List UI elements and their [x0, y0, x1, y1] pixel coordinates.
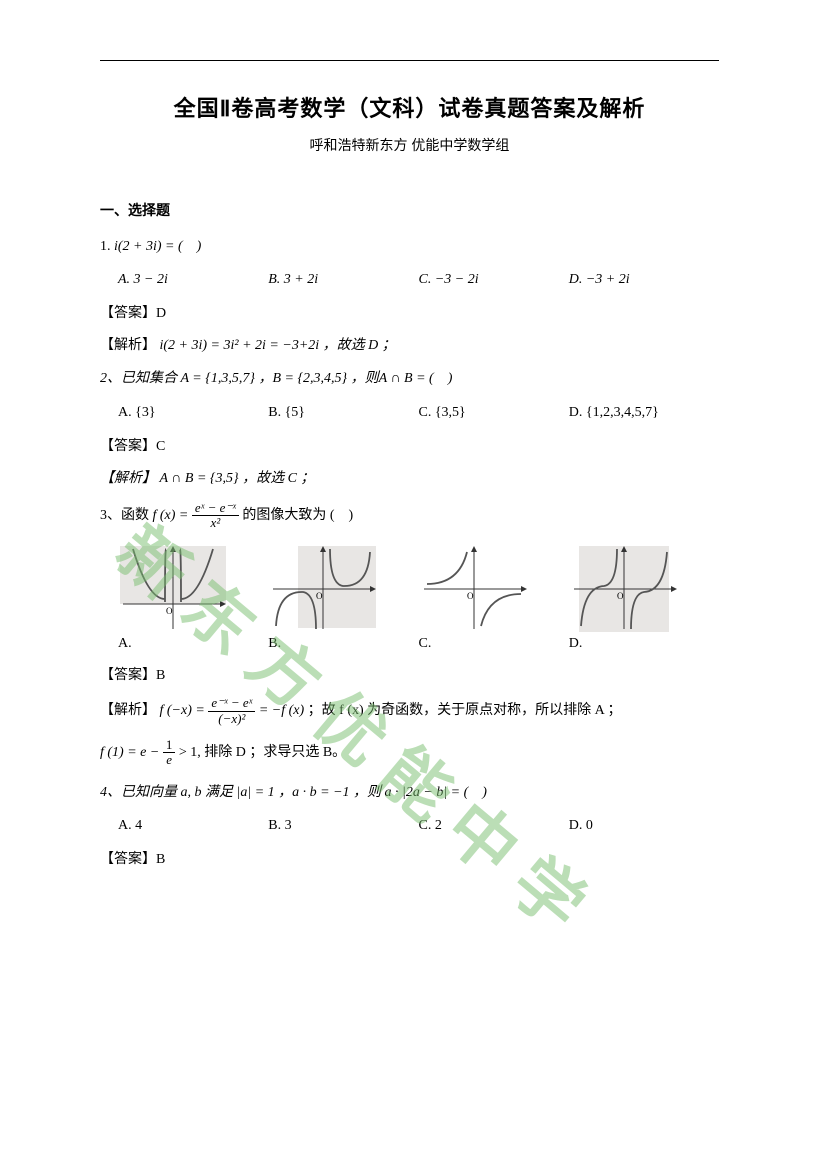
q1-opt-a: A. 3 − 2i	[118, 272, 268, 288]
svg-text:O: O	[316, 591, 323, 601]
page-subtitle: 呼和浩特新东方 优能中学数学组	[100, 135, 719, 155]
q3-prefix: 3、函数	[100, 508, 153, 523]
q3-ana-label: 【解析】	[100, 703, 156, 718]
q3-analysis-2: f (1) = e − 1 e > 1, 排除 D ；求导只选 B。	[100, 738, 719, 768]
q2-analysis: 【解析】 A ∩ B = {3,5} ，故选 C ；	[100, 467, 719, 487]
q3-label-b: B.	[268, 636, 418, 652]
q3-mid: 的图像大致为 ( )	[242, 508, 353, 523]
q4-options: A. 4 B. 3 C. 2 D. 0	[118, 818, 719, 834]
q3-fx: f (x) =	[153, 508, 192, 523]
q3-graph-a: O A.	[118, 544, 268, 652]
q1-opt-d: D. −3 + 2i	[569, 272, 719, 288]
q2-opt-a: A. {3}	[118, 405, 268, 421]
q3-fraction: eˣ − e⁻ˣ x²	[192, 501, 239, 531]
q1-answer: 【答案】D	[100, 302, 719, 322]
q3-label-d: D.	[569, 636, 719, 652]
q2-options: A. {3} B. {5} C. {3,5} D. {1,2,3,4,5,7}	[118, 405, 719, 421]
q1-analysis: 【解析】 i(2 + 3i) = 3i² + 2i = −3+2i ，故选 D …	[100, 334, 719, 354]
q3-ana2-pre: f (1) = e −	[100, 745, 163, 760]
q3-ana2-suf: > 1, 排除 D ；求导只选 B。	[179, 745, 346, 760]
top-rule	[100, 60, 719, 61]
q1-math: i(2 + 3i) = ( )	[114, 239, 201, 254]
q1-num: 1.	[100, 239, 114, 254]
svg-text:O: O	[166, 606, 173, 616]
q4-opt-b: B. 3	[268, 818, 418, 834]
q2-stem: 2、已知集合 A = {1,3,5,7} ，B = {2,3,4,5} ，则A …	[100, 368, 719, 390]
q3-graph-d: O D.	[569, 544, 719, 652]
q4-answer: 【答案】B	[100, 848, 719, 868]
q2-opt-d: D. {1,2,3,4,5,7}	[569, 405, 719, 421]
q4-opt-d: D. 0	[569, 818, 719, 834]
q3-label-c: C.	[419, 636, 569, 652]
svg-text:O: O	[617, 591, 624, 601]
q4-stem: 4、已知向量 a, b 满足 |a| = 1 ，a · b = −1 ，则 a …	[100, 782, 719, 804]
q1-stem: 1. i(2 + 3i) = ( )	[100, 236, 719, 258]
q1-ana-body: i(2 + 3i) = 3i² + 2i = −3+2i ，故选 D ；	[160, 338, 396, 353]
q1-ana-label: 【解析】	[100, 338, 156, 353]
q3-fmx: f (−x) =	[160, 703, 209, 718]
q1-options: A. 3 − 2i B. 3 + 2i C. −3 − 2i D. −3 + 2…	[118, 272, 719, 288]
q3-eqneg: = −f (x)	[259, 703, 304, 718]
section-header: 一、选择题	[100, 200, 719, 220]
q4-opt-a: A. 4	[118, 818, 268, 834]
q3-analysis-1: 【解析】 f (−x) = e⁻ˣ − eˣ (−x)² = −f (x) ；故…	[100, 696, 719, 726]
q3-ana-mid1: ；故 f (x) 为奇函数，关于原点对称，所以排除 A ；	[308, 703, 622, 718]
q1-opt-b: B. 3 + 2i	[268, 272, 418, 288]
q2-opt-c: C. {3,5}	[419, 405, 569, 421]
q2-answer: 【答案】C	[100, 435, 719, 455]
q1-opt-c: C. −3 − 2i	[419, 272, 569, 288]
q3-frac2: e⁻ˣ − eˣ (−x)²	[208, 696, 255, 726]
graph-d-svg: O	[569, 544, 679, 634]
q3-answer: 【答案】B	[100, 664, 719, 684]
q2-opt-b: B. {5}	[268, 405, 418, 421]
q3-frac-1e: 1 e	[163, 738, 176, 768]
graph-c-svg: O	[419, 544, 529, 634]
page: 新东方优能中学 全国Ⅱ卷高考数学（文科）试卷真题答案及解析 呼和浩特新东方 优能…	[0, 0, 819, 1158]
q3-graphs: O A. O B.	[118, 544, 719, 652]
q4-opt-c: C. 2	[419, 818, 569, 834]
q3-label-a: A.	[118, 636, 268, 652]
svg-text:O: O	[467, 591, 474, 601]
graph-a-svg: O	[118, 544, 228, 634]
q3-graph-b: O B.	[268, 544, 418, 652]
page-title: 全国Ⅱ卷高考数学（文科）试卷真题答案及解析	[100, 91, 719, 123]
q3-graph-c: O C.	[419, 544, 569, 652]
graph-b-svg: O	[268, 544, 378, 634]
q3-stem: 3、函数 f (x) = eˣ − e⁻ˣ x² 的图像大致为 ( )	[100, 501, 719, 531]
